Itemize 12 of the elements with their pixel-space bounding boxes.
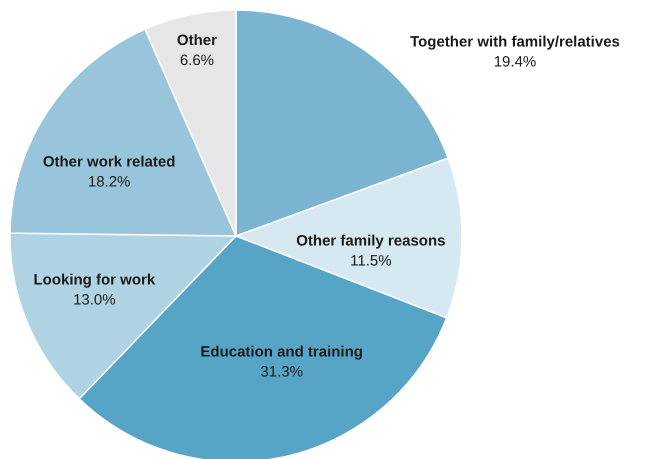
data-label: 18.2% <box>88 173 130 190</box>
data-label: 19.4% <box>494 53 536 70</box>
data-label: 31.3% <box>260 363 303 380</box>
slice-label: Education and training <box>200 343 363 360</box>
data-label: 13.0% <box>73 291 116 308</box>
slice-label: Other <box>176 32 218 50</box>
data-label: 6.6% <box>180 52 214 70</box>
slice-label: Together with family/relatives <box>410 33 620 50</box>
slice-label: Other work related <box>42 153 176 170</box>
data-label: 11.5% <box>350 252 392 270</box>
slice-label: Other family reasons <box>296 232 446 250</box>
slice-label: Looking for work <box>34 271 156 288</box>
